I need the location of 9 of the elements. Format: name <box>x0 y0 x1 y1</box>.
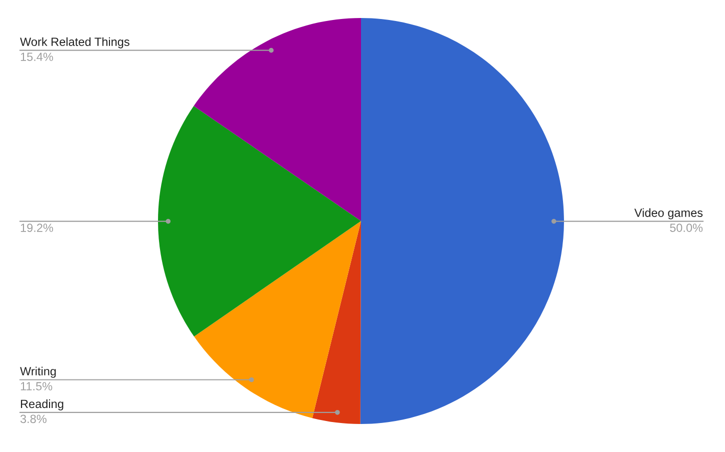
data-label: 11.5% <box>20 382 52 390</box>
slice-label: Work Related Things <box>20 37 130 48</box>
data-label: 3.8% <box>20 414 46 424</box>
slice-label: Video games <box>634 208 703 220</box>
slice-label: Reading <box>20 399 64 410</box>
data-label: 50.0% <box>670 224 703 232</box>
slice-label: Writing <box>20 366 56 378</box>
data-label: 19.2% <box>20 224 54 232</box>
data-label: 15.4% <box>20 52 54 61</box>
